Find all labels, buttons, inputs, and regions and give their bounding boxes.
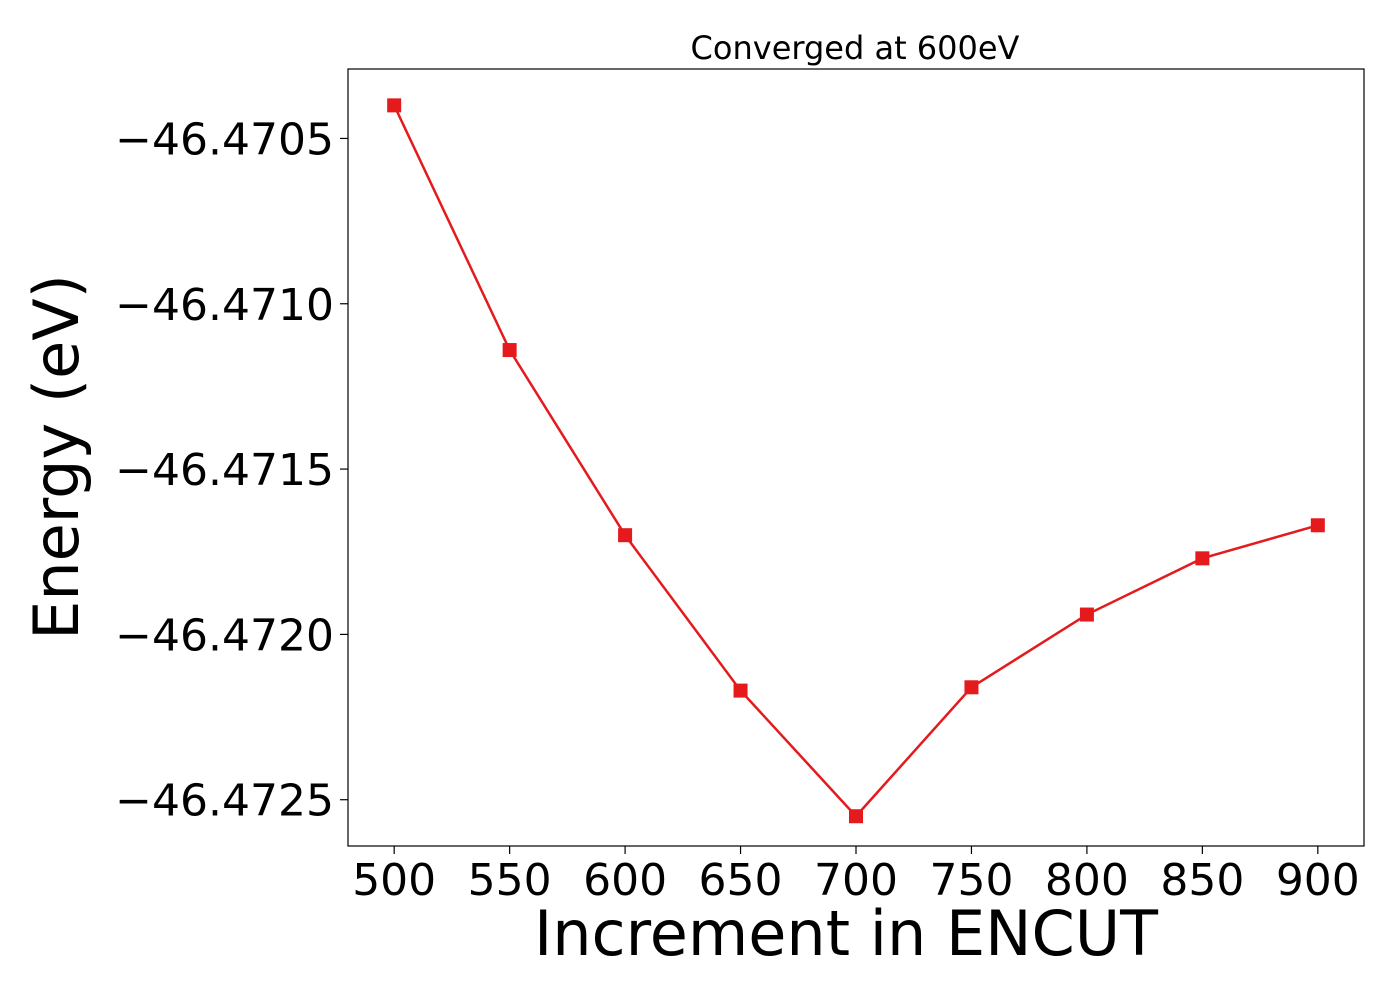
x-tick-label: 800 [1045, 855, 1129, 906]
x-tick-label: 750 [929, 855, 1013, 906]
plot-area: 500 550 600 650 700 750 800 850 900 −46.4705 −46.4… [115, 98, 1360, 906]
y-axis-label: Energy (eV) [20, 274, 93, 640]
data-point-marker [849, 809, 863, 824]
x-tick-label: 600 [583, 855, 667, 906]
y-tick-label: −46.4725 [115, 776, 334, 827]
x-tick-label: 700 [814, 855, 898, 906]
y-tick-label: −46.4720 [115, 610, 334, 661]
chart-title: Converged at 600eV [691, 29, 1020, 67]
data-point-marker [733, 683, 748, 698]
x-tick-label: 650 [699, 855, 783, 906]
x-tick-label: 550 [468, 855, 552, 906]
data-point-marker [387, 98, 402, 113]
x-tick-label: 500 [352, 855, 436, 906]
data-point-marker [964, 680, 979, 695]
data-point-marker [502, 343, 517, 358]
data-point-marker [1079, 607, 1094, 622]
y-tick-label: −46.4715 [115, 445, 334, 496]
y-tick-label: −46.4710 [115, 280, 334, 331]
data-point-marker [618, 528, 633, 543]
plot-frame [347, 68, 1365, 847]
y-tick-label: −46.4705 [115, 114, 334, 165]
data-point-marker [1195, 551, 1210, 566]
data-point-marker [1310, 518, 1325, 533]
x-tick-label: 900 [1276, 855, 1360, 906]
x-axis-label: Increment in ENCUT [534, 897, 1159, 970]
x-tick-label: 850 [1160, 855, 1244, 906]
